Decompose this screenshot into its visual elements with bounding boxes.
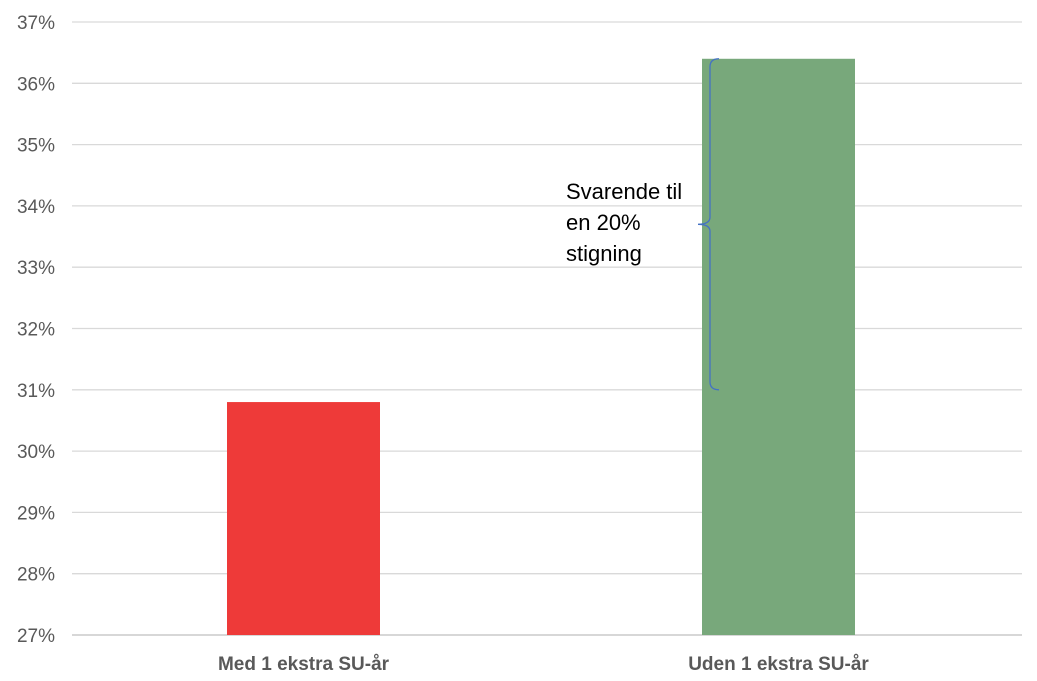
x-axis-ticks: Med 1 ekstra SU-år Uden 1 ekstra SU-år	[218, 654, 869, 675]
y-tick-label: 31%	[17, 381, 55, 402]
y-tick-label: 35%	[17, 136, 55, 157]
y-tick-label: 27%	[17, 626, 55, 647]
bars	[227, 58, 855, 635]
y-tick-label: 28%	[17, 565, 55, 586]
x-tick-label: Med 1 ekstra SU-år	[218, 654, 390, 675]
bar	[227, 402, 380, 635]
y-tick-label: 29%	[17, 503, 55, 524]
y-axis-ticks: 27% 28% 29% 30% 31% 32% 33% 34% 35% 36% 37%	[17, 13, 55, 647]
gridlines	[72, 21, 1022, 636]
annotation-text-line: Svarende til	[566, 179, 682, 204]
brace-icon	[697, 58, 720, 391]
y-tick-label: 33%	[17, 258, 55, 279]
y-tick-label: 37%	[17, 13, 55, 34]
annotation-text-line: en 20%	[566, 210, 641, 235]
y-tick-label: 36%	[17, 74, 55, 95]
x-tick-label: Uden 1 ekstra SU-år	[688, 654, 869, 675]
annotation-text-line: stigning	[566, 241, 642, 266]
y-tick-label: 34%	[17, 197, 55, 218]
annotation: Svarende til en 20% stigning	[566, 58, 720, 391]
y-tick-label: 30%	[17, 442, 55, 463]
bar	[702, 58, 855, 635]
y-tick-label: 32%	[17, 320, 55, 341]
